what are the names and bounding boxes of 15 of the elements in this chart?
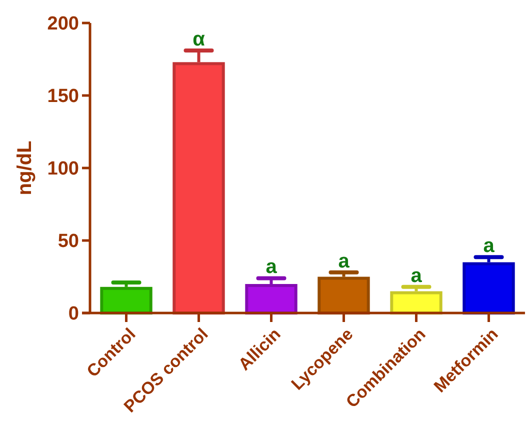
annotation: a bbox=[338, 250, 350, 272]
bar bbox=[318, 276, 370, 314]
y-tick-label: 0 bbox=[68, 304, 79, 325]
bar bbox=[462, 262, 515, 314]
y-axis-title: ng/dL bbox=[14, 140, 36, 196]
annotation: α bbox=[192, 28, 206, 51]
bar bbox=[245, 284, 298, 314]
y-tick-label: 50 bbox=[58, 231, 79, 252]
y-tick-label: 100 bbox=[47, 158, 79, 180]
y-tick-label: 200 bbox=[47, 14, 79, 35]
y-tick-label: 150 bbox=[47, 86, 79, 108]
bar bbox=[100, 286, 152, 314]
annotation: a bbox=[483, 235, 496, 258]
annotation: a bbox=[266, 256, 278, 278]
annotation: a bbox=[410, 264, 423, 287]
